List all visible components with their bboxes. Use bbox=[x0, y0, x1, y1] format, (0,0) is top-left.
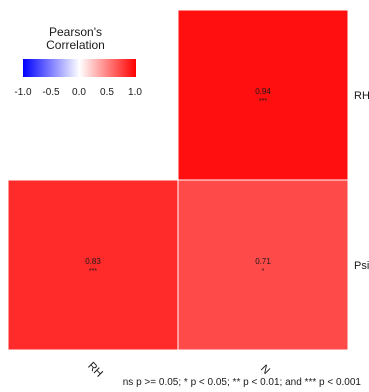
correlation-value-label: 0.83 bbox=[85, 257, 101, 266]
legend-tick: -0.5 bbox=[42, 87, 60, 98]
significance-stars-label: *** bbox=[89, 268, 97, 275]
heatmap-cell bbox=[177, 9, 349, 181]
heatmap-cell bbox=[7, 179, 179, 351]
legend-title: Pearson's Correlation bbox=[8, 26, 143, 52]
correlation-value-label: 0.94 bbox=[255, 87, 271, 96]
x-axis-tick-label: RH bbox=[85, 360, 105, 380]
legend-tick: 1.0 bbox=[128, 87, 142, 98]
significance-stars-label: * bbox=[262, 268, 265, 275]
color-legend: Pearson's Correlation -1.0 -0.5 0.0 0.5 … bbox=[8, 26, 143, 99]
legend-title-line-2: Correlation bbox=[46, 38, 105, 52]
correlation-value-label: 0.71 bbox=[255, 257, 271, 266]
legend-tick: 0.0 bbox=[72, 87, 86, 98]
cell-labels: 0.94 *** 0.83 *** 0.71 * bbox=[85, 87, 271, 275]
significance-stars-label: *** bbox=[259, 98, 267, 105]
legend-color-bar bbox=[23, 59, 136, 77]
heatmap-cells bbox=[7, 9, 349, 351]
y-axis-tick-label: Psi bbox=[354, 260, 369, 272]
y-axis-tick-label: RH bbox=[354, 90, 369, 102]
heatmap-cell bbox=[177, 179, 349, 351]
legend-tick: -1.0 bbox=[14, 87, 32, 98]
legend-tick: 0.5 bbox=[100, 87, 114, 98]
legend-title-line-1: Pearson's bbox=[49, 25, 102, 39]
x-axis-tick-label: N bbox=[258, 363, 272, 377]
significance-caption: ns p >= 0.05; * p < 0.05; ** p < 0.01; a… bbox=[122, 377, 361, 388]
